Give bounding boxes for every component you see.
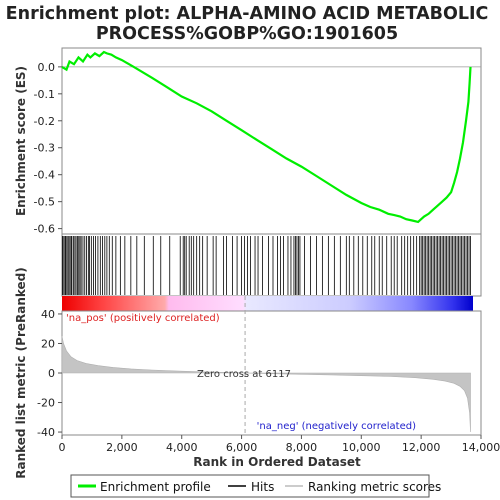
chart-title-line2: PROCESS%GOBP%GO:1901605 <box>96 24 398 44</box>
es-y-tick-label: -0.5 <box>34 196 55 209</box>
metric-y-tick-label: 40 <box>41 308 55 321</box>
neg-correlated-label: 'na_neg' (negatively correlated) <box>257 421 416 432</box>
hits-panel <box>61 233 482 297</box>
es-axis-label: Enrichment score (ES) <box>14 66 28 216</box>
metric-y-tick-label: -20 <box>37 397 55 410</box>
x-tick-label: 10,000 <box>342 441 381 454</box>
x-axis-label: Rank in Ordered Dataset <box>193 455 361 469</box>
chart-title-line1: Enrichment plot: ALPHA-AMINO ACID METABO… <box>6 4 489 24</box>
metric-y-tick-label: -40 <box>37 426 55 439</box>
legend-box <box>70 474 430 498</box>
pos-correlated-label: 'na_pos' (positively correlated) <box>66 313 220 324</box>
metric-y-tick-label: 20 <box>41 337 55 350</box>
es-panel <box>61 47 482 235</box>
legend-label-hits: Hits <box>251 480 274 494</box>
es-y-tick-label: -0.4 <box>34 169 55 182</box>
ranking-metric-area <box>61 336 471 433</box>
enrichment-profile-line <box>61 50 472 224</box>
x-tick-label: 12,000 <box>402 441 441 454</box>
ranking-color-ramp <box>62 296 473 311</box>
metric-axis-label: Ranked list metric (PreRanked) <box>14 267 28 479</box>
es-y-tick-label: -0.3 <box>34 142 55 155</box>
es-y-tick-label: -0.2 <box>34 115 55 128</box>
metric-y-tick-label: 0 <box>48 367 55 380</box>
x-tick-label: 4,000 <box>166 441 198 454</box>
es-y-tick-label: -0.1 <box>34 88 55 101</box>
es-y-tick-label: -0.6 <box>34 223 55 236</box>
legend-label-enrichment: Enrichment profile <box>100 480 211 494</box>
x-tick-label: 8,000 <box>286 441 318 454</box>
zero-cross-label: Zero cross at 6117 <box>197 369 291 380</box>
x-tick-label: 14,000 <box>462 441 500 454</box>
es-y-tick-label: 0.0 <box>38 61 56 74</box>
x-tick-label: 0 <box>59 441 66 454</box>
legend-label-ranking: Ranking metric scores <box>308 480 441 494</box>
x-tick-label: 6,000 <box>226 441 258 454</box>
x-tick-label: 2,000 <box>106 441 138 454</box>
